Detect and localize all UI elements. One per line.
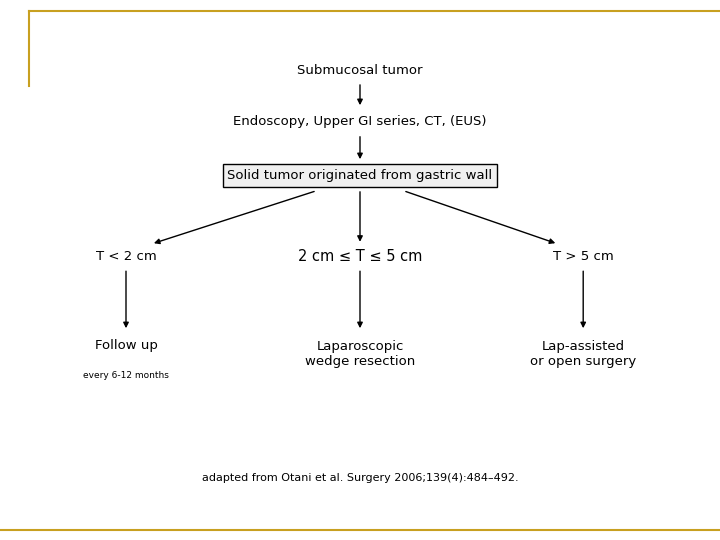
Text: 2 cm ≤ T ≤ 5 cm: 2 cm ≤ T ≤ 5 cm — [298, 249, 422, 264]
Text: Solid tumor originated from gastric wall: Solid tumor originated from gastric wall — [228, 169, 492, 182]
Text: Endoscopy, Upper GI series, CT, (EUS): Endoscopy, Upper GI series, CT, (EUS) — [233, 115, 487, 128]
Text: Laparoscopic
wedge resection: Laparoscopic wedge resection — [305, 340, 415, 368]
Text: Follow up: Follow up — [94, 339, 158, 352]
Text: Submucosal tumor: Submucosal tumor — [297, 64, 423, 77]
Text: every 6-12 months: every 6-12 months — [83, 371, 169, 380]
Text: adapted from Otani et al. Surgery 2006;139(4):484–492.: adapted from Otani et al. Surgery 2006;1… — [202, 473, 518, 483]
Text: Lap-assisted
or open surgery: Lap-assisted or open surgery — [530, 340, 636, 368]
Text: T < 2 cm: T < 2 cm — [96, 250, 156, 263]
Text: T > 5 cm: T > 5 cm — [553, 250, 613, 263]
